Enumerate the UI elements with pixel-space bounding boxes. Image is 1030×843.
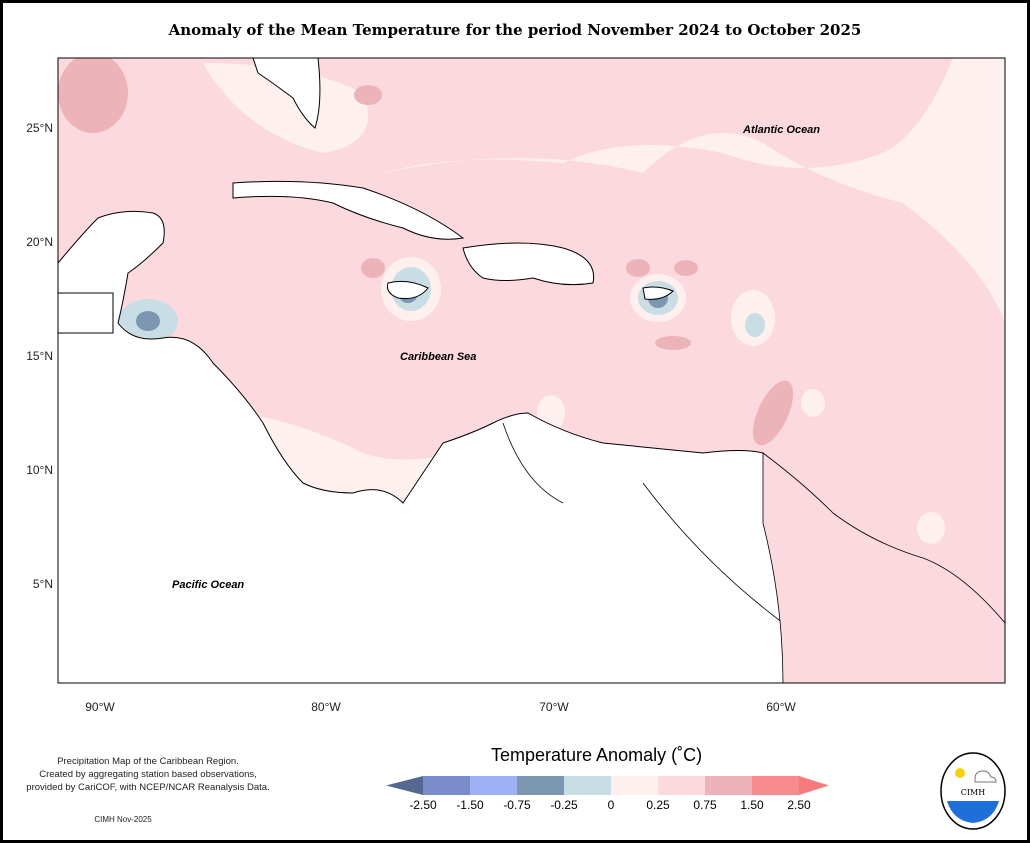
near-normal-patch <box>383 58 1005 323</box>
colorbar-segment <box>658 776 706 795</box>
colorbar-segment <box>611 776 659 795</box>
lon-label: 70°W <box>539 700 569 714</box>
warm-patch <box>626 259 650 277</box>
map-border <box>57 57 1006 684</box>
cool-patch <box>801 389 825 417</box>
cool-core <box>136 311 160 331</box>
hispaniola <box>462 242 595 286</box>
colorbar-tick: -1.50 <box>456 798 484 812</box>
colorbar-tick: 0.75 <box>693 798 717 812</box>
near-normal-patch <box>203 63 368 153</box>
map-title: Anomaly of the Mean Temperature for the … <box>168 21 862 39</box>
colorbar-tick: 0.25 <box>646 798 670 812</box>
jamaica <box>387 280 429 299</box>
pacific-ocean-label: Pacific Ocean <box>172 579 244 591</box>
cimh-logo: CIMH <box>940 752 1006 830</box>
atlantic-ocean-label: Atlantic Ocean <box>742 124 820 136</box>
warm-patch <box>354 85 382 105</box>
sun-icon <box>955 768 965 778</box>
warm-patch <box>752 380 794 446</box>
note-line: Precipitation Map of the Caribbean Regio… <box>57 756 239 767</box>
colorbar-segment <box>423 776 471 795</box>
colorbar-segment <box>564 776 612 795</box>
near-normal-patch <box>917 512 945 544</box>
lon-label: 60°W <box>766 700 796 714</box>
colorbar-segment <box>470 776 518 795</box>
caribbean-sea-label: Caribbean Sea <box>400 351 476 363</box>
lat-label: 5°N <box>33 577 53 591</box>
cool-patch <box>745 313 765 337</box>
colorbar-tick: -0.25 <box>550 798 578 812</box>
lat-label: 20°N <box>26 235 53 249</box>
colorbar-segment <box>517 776 565 795</box>
lon-label: 90°W <box>85 700 115 714</box>
colorbar-segment <box>752 776 800 795</box>
warm-patch <box>655 336 691 350</box>
warm-patch <box>58 58 128 133</box>
note-line: provided by CariCOF, with NCEP/NCAR Rean… <box>26 782 270 793</box>
credit: CIMH Nov-2025 <box>94 815 152 824</box>
colorbar-tick: -0.75 <box>503 798 531 812</box>
warm-patch <box>674 260 698 276</box>
lat-label: 15°N <box>26 349 53 363</box>
colorbar-tick: -2.50 <box>409 798 437 812</box>
cloud-icon <box>974 770 997 783</box>
colorbar-segment <box>705 776 753 795</box>
lat-label: 10°N <box>26 463 53 477</box>
colorbar-tick: 2.50 <box>787 798 811 812</box>
puerto-rico <box>642 286 674 300</box>
map: Atlantic Ocean Caribbean Sea Pacific Oce… <box>26 57 1006 830</box>
colorbar: -2.50 -1.50 -0.75 -0.25 0 0.25 0.75 1.50 2.50 <box>386 776 829 812</box>
logo-text: CIMH <box>961 788 985 797</box>
lat-axis: 25°N 20°N 15°N 10°N 5°N <box>26 121 53 591</box>
cuba <box>232 180 465 240</box>
note-line: Created by aggregating station based obs… <box>39 769 257 780</box>
guianas-anomaly <box>762 452 1005 683</box>
border <box>58 292 114 334</box>
colorbar-arrow-high <box>799 776 829 795</box>
colorbar-arrow-low <box>386 776 423 795</box>
colorbar-tick: 0 <box>608 798 615 812</box>
legend-title: Temperature Anomaly (˚C) <box>491 745 703 765</box>
colorbar-tick: 1.50 <box>740 798 764 812</box>
lat-label: 25°N <box>26 121 53 135</box>
source-note: Precipitation Map of the Caribbean Regio… <box>3 755 293 794</box>
borders <box>502 422 914 654</box>
water-icon <box>947 801 999 823</box>
florida <box>252 58 321 129</box>
lon-axis: 90°W 80°W 70°W 60°W <box>85 700 796 714</box>
lon-label: 80°W <box>311 700 341 714</box>
warm-patch <box>361 258 385 278</box>
